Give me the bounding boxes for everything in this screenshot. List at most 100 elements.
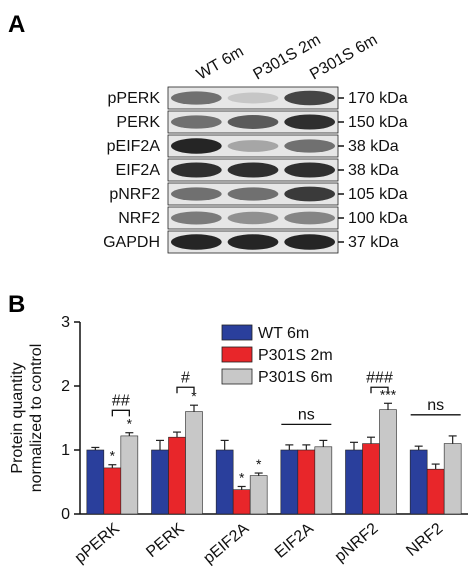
legend-item: WT 6m — [221, 324, 309, 342]
blot-band — [284, 186, 335, 202]
legend-label: WT 6m — [258, 325, 309, 342]
blot-band — [227, 211, 279, 225]
significance-mark: * — [256, 456, 262, 472]
blot-band — [227, 234, 279, 250]
blot-row: NRF2 100 kDa — [118, 206, 408, 230]
legend: WT 6m P301S 2m P301S 6m — [221, 324, 333, 386]
bar — [120, 435, 139, 515]
size-label: 100 kDa — [348, 210, 408, 227]
lane-label: WT 6m — [194, 43, 247, 83]
significance-bracket: # — [176, 369, 195, 394]
blot-band — [171, 162, 222, 178]
blot-band — [227, 92, 279, 104]
blot-row: EIF2A 38 kDa — [116, 158, 399, 182]
bar — [443, 443, 462, 515]
bar — [280, 449, 299, 515]
bar — [297, 449, 316, 515]
protein-label: PERK — [116, 114, 160, 131]
blot-band — [171, 234, 222, 250]
bar-group: PERK — [143, 404, 203, 561]
size-label: 150 kDa — [348, 114, 408, 131]
significance-bracket: ### — [366, 369, 393, 394]
bar — [151, 449, 169, 515]
blot-band — [284, 114, 335, 130]
bar — [379, 409, 397, 515]
bar — [215, 449, 234, 515]
size-label: 38 kDa — [348, 138, 399, 155]
significance-mark: * — [127, 416, 133, 432]
x-tick-label: PERK — [143, 520, 188, 561]
legend-swatch — [221, 324, 253, 341]
significance-mark: * — [110, 448, 116, 464]
blot-band — [284, 211, 335, 225]
bracket-label: # — [181, 369, 190, 386]
significance-bracket: ## — [111, 392, 130, 417]
blot-band — [227, 162, 279, 178]
bracket-label: ns — [427, 397, 444, 414]
bracket-label: ns — [298, 406, 315, 423]
legend-label: P301S 6m — [258, 369, 333, 386]
bracket-line — [111, 409, 130, 417]
legend-label: P301S 2m — [258, 347, 333, 364]
legend-item: P301S 2m — [221, 346, 333, 364]
x-tick-label: EIF2A — [272, 520, 317, 562]
blot-band — [171, 187, 222, 201]
bar — [232, 489, 251, 515]
bar — [426, 468, 445, 515]
blot-row: PERK 150 kDa — [116, 110, 408, 134]
bar — [249, 475, 268, 515]
x-tick-label: pEIF2A — [200, 520, 252, 568]
protein-label: NRF2 — [118, 210, 160, 227]
blot-band — [284, 90, 335, 106]
blot-row: pPERK 170 kDa — [108, 86, 408, 110]
bar — [409, 449, 428, 515]
y-axis-title-line2: normalized to control — [28, 344, 45, 493]
bracket-label: ## — [112, 392, 130, 409]
bar-chart: 0 1 2 3 Protein quantity normalized to contro… — [9, 314, 468, 567]
bar — [103, 467, 122, 515]
size-label: 170 kDa — [348, 90, 408, 107]
x-tick-label: NRF2 — [403, 520, 446, 560]
significance-mark: * — [239, 469, 245, 485]
legend-swatch — [221, 368, 253, 385]
bracket-label: ### — [366, 369, 393, 386]
legend-swatch — [221, 346, 253, 363]
blot-row: GAPDH 37 kDa — [103, 230, 399, 254]
size-label: 37 kDa — [348, 234, 399, 251]
blot-band — [227, 187, 279, 201]
y-tick-label: 0 — [61, 506, 70, 523]
blot-band — [171, 91, 222, 105]
protein-label: EIF2A — [116, 162, 161, 179]
bar — [314, 446, 333, 515]
protein-label: GAPDH — [103, 234, 160, 251]
bracket-line — [370, 386, 389, 394]
significance-mark: * — [191, 388, 197, 404]
y-tick-label: 1 — [61, 442, 70, 459]
significance-bracket: ns — [410, 397, 461, 416]
blot-band — [171, 211, 222, 225]
x-tick-label: pNRF2 — [332, 520, 382, 566]
blot-row: pEIF2A 38 kDa — [107, 134, 399, 158]
bracket-line — [176, 386, 195, 394]
blot-band — [284, 162, 335, 178]
blot-band — [171, 115, 222, 129]
blot-band — [227, 115, 279, 129]
legend-item: P301S 6m — [221, 368, 333, 386]
bar-group: EIF2A — [272, 439, 333, 562]
bar-group: NRF2 — [403, 435, 462, 560]
significance-mark: *** — [380, 386, 397, 402]
bar — [168, 436, 186, 515]
protein-label: pPERK — [108, 90, 161, 107]
bar — [86, 449, 105, 515]
bar — [362, 443, 380, 515]
blot-band — [171, 138, 222, 154]
significance-bracket: ns — [281, 406, 332, 426]
bar — [345, 449, 363, 515]
bar — [185, 411, 203, 515]
panel-b-letter: B — [8, 291, 25, 318]
blot-row: pNRF2 105 kDa — [109, 182, 408, 206]
protein-label: pNRF2 — [109, 186, 160, 203]
